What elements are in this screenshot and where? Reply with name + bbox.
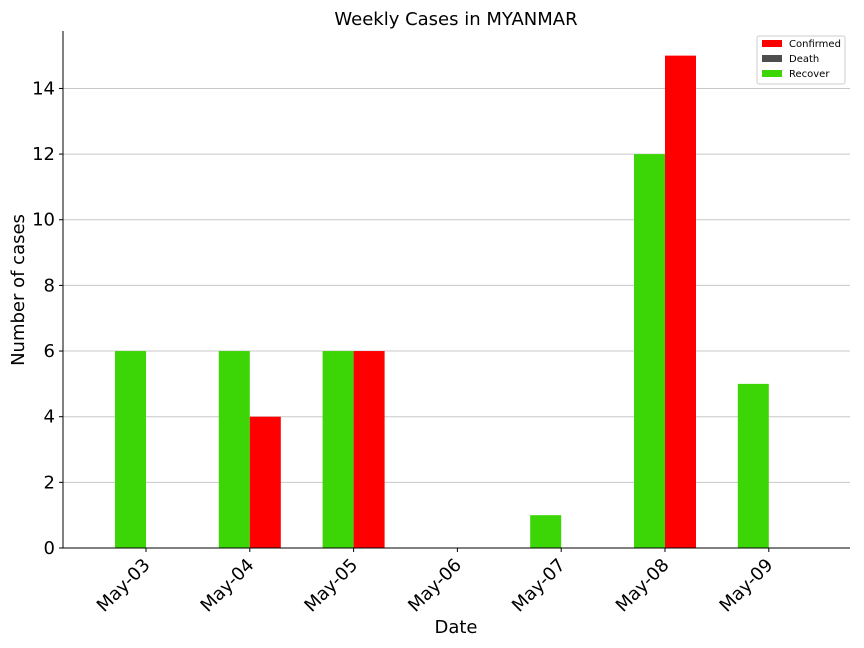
y-tick-label: 6 bbox=[44, 341, 55, 362]
bar-recover bbox=[322, 351, 354, 548]
y-tick-label: 14 bbox=[32, 78, 55, 99]
bar-recover bbox=[737, 383, 769, 548]
bar-confirmed bbox=[353, 351, 385, 548]
y-tick-label: 12 bbox=[32, 144, 55, 165]
x-tick-label: May-03 bbox=[93, 555, 155, 617]
x-ticks: May-03 May-04 May-05 May-06 May-07 May-08 May-… bbox=[93, 548, 778, 617]
x-axis-label: Date bbox=[434, 617, 477, 638]
x-tick-label: May-08 bbox=[612, 555, 674, 617]
y-gridlines bbox=[63, 87, 850, 483]
legend-label: Confirmed bbox=[789, 39, 841, 50]
legend-swatch bbox=[762, 70, 782, 77]
legend-label: Death bbox=[789, 54, 819, 65]
y-axis-label: Number of cases bbox=[8, 214, 29, 366]
axes bbox=[62, 31, 850, 549]
bar-confirmed bbox=[665, 55, 696, 548]
bar-recover bbox=[115, 351, 146, 548]
bar-confirmed bbox=[249, 416, 281, 548]
x-tick-label: May-05 bbox=[300, 555, 362, 617]
legend: Confirmed Death Recover bbox=[756, 35, 846, 85]
chart-title: Weekly Cases in MYANMAR bbox=[334, 9, 577, 30]
bar-recover bbox=[634, 154, 665, 548]
y-tick-label: 10 bbox=[32, 210, 55, 231]
x-tick-label: May-09 bbox=[716, 555, 778, 617]
bar-recover bbox=[530, 515, 562, 548]
y-tick-label: 2 bbox=[44, 472, 55, 493]
y-tick-label: 0 bbox=[44, 538, 55, 559]
bar-recover bbox=[218, 351, 250, 548]
y-tick-label: 8 bbox=[44, 275, 55, 296]
legend-swatch bbox=[762, 40, 782, 47]
x-tick-label: May-06 bbox=[404, 555, 466, 617]
y-ticks: 0 2 4 6 8 10 12 14 bbox=[32, 78, 63, 559]
y-tick-label: 4 bbox=[44, 407, 55, 428]
x-tick-label: May-04 bbox=[197, 555, 259, 617]
bars bbox=[115, 55, 769, 548]
legend-label: Recover bbox=[789, 69, 830, 80]
x-tick-label: May-07 bbox=[508, 555, 570, 617]
legend-swatch bbox=[762, 55, 782, 62]
